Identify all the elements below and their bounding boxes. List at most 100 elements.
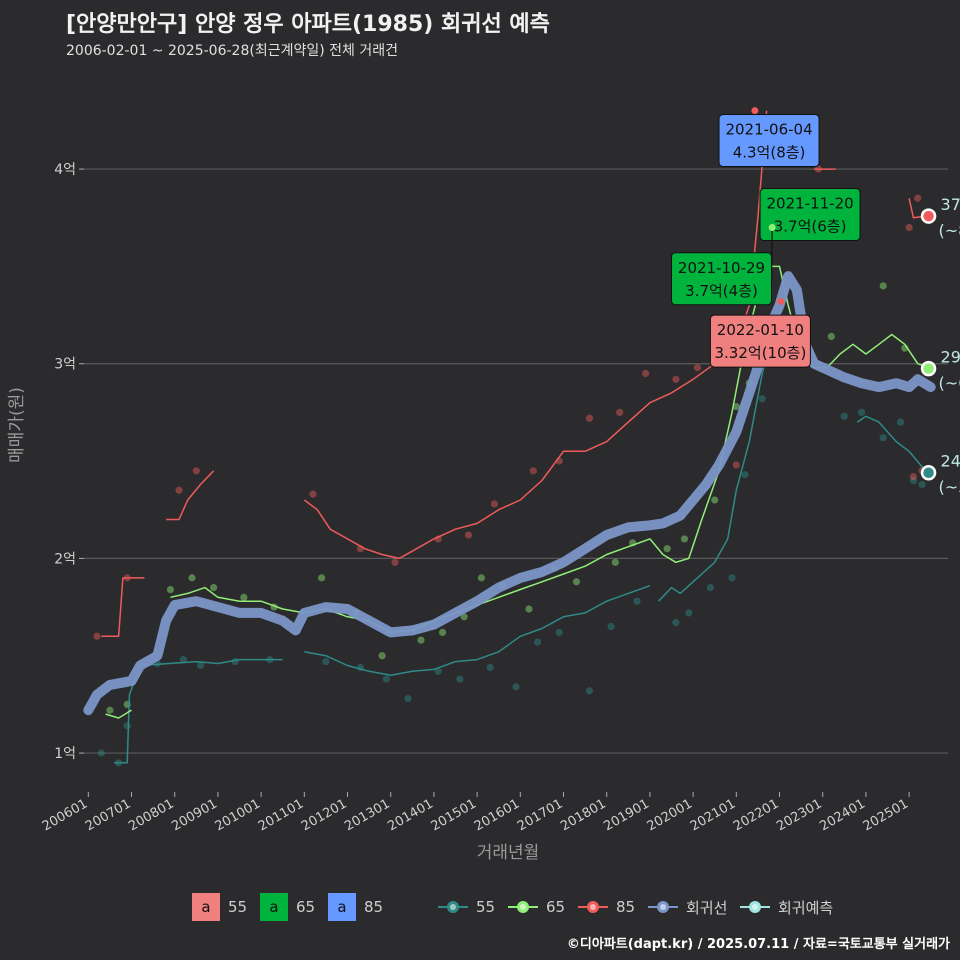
forecast-value-label: 37,585: [941, 195, 960, 214]
scatter-point-55: [879, 434, 887, 442]
scatter-point-65: [240, 593, 248, 601]
annotations: 2021-06-04 4.3억(8층) 2021-11-20 3.7억(6층) 2021…: [671, 107, 861, 368]
annotation-point: [777, 297, 785, 305]
series-line-85: [303, 110, 768, 560]
scatter-point-65: [477, 574, 486, 582]
scatter-point-85: [909, 473, 918, 481]
scatter-point-55: [858, 408, 866, 416]
legend-line-55: 55: [438, 892, 495, 922]
legend-line-회귀예측: 회귀예측: [740, 892, 833, 922]
scatter-point-85: [732, 461, 740, 469]
scatter-point-65: [827, 332, 835, 341]
annotation-price: 3.7억(6층): [774, 218, 847, 236]
legend-label-85: a 85: [328, 892, 383, 922]
forecast-point-85: [920, 208, 937, 224]
scatter-point-55: [534, 638, 542, 646]
scatter-point-65: [611, 558, 619, 566]
scatter-point-85: [391, 558, 399, 566]
legend-text: 65: [546, 898, 566, 916]
scatter-point-55: [123, 722, 131, 730]
annotation-date: 2022-01-10: [717, 321, 804, 339]
x-axis-label: 거래년월: [477, 843, 540, 863]
scatter-point-55: [672, 619, 680, 627]
legend-text: 65: [296, 898, 316, 916]
x-tick-label: 200601: [40, 796, 90, 834]
legend-swatch: a: [260, 893, 288, 921]
scatter-point-65: [188, 574, 196, 582]
forecast-size-label: (~55㎡): [939, 478, 960, 497]
y-tick-label: 1억: [54, 746, 76, 762]
scatter-point-65: [417, 636, 425, 644]
forecast-point-65: [920, 360, 937, 377]
x-tick-label: 201301: [342, 796, 392, 834]
scatter-point-55: [918, 480, 926, 489]
scatter-point-85: [490, 500, 498, 508]
forecast-value-label: 29,750: [941, 348, 960, 367]
legend-line-85: 85: [578, 892, 635, 922]
scatter-point-55: [585, 687, 594, 695]
x-tick-label: 202201: [731, 796, 781, 834]
x-tick-label: 201501: [429, 796, 479, 834]
legend-swatch: a: [328, 893, 356, 921]
scatter-point-55: [434, 667, 442, 675]
x-tick-label: 202301: [774, 796, 824, 834]
x-tick-label: 200901: [169, 796, 219, 834]
x-tick-label: 202401: [817, 796, 867, 834]
series-line-85: [101, 577, 145, 638]
scatter-point-65: [318, 574, 326, 582]
legend: a 55 a 65 a 85 55 65 85 회귀선 회귀예측: [0, 892, 960, 922]
scatter-point-65: [572, 578, 581, 586]
scatter-point-65: [210, 584, 218, 592]
legend-text: 회귀예측: [778, 898, 834, 917]
dot-line-icon: [648, 897, 678, 917]
scatter-point-65: [680, 535, 689, 543]
scatter-point-65: [663, 545, 671, 553]
chart-subtitle: 2006-02-01 ~ 2025-06-28(최근계약일) 전체 거래건: [66, 43, 398, 59]
scatter-point-65: [711, 496, 719, 504]
annotation-date: 2021-10-29: [678, 259, 765, 277]
legend-label-65: a 65: [260, 892, 315, 922]
x-tick-label: 201901: [601, 796, 651, 834]
dot-line-icon: [578, 897, 608, 917]
dot-line-icon: [438, 897, 468, 917]
grid-lines: [84, 168, 948, 754]
scatter-point-65: [166, 585, 174, 594]
annotation-point: [768, 223, 776, 231]
scatter-point-85: [914, 194, 922, 202]
legend-text: 85: [616, 898, 636, 916]
legend-text: 55: [476, 898, 496, 916]
x-tick-label: 201201: [299, 796, 349, 834]
forecast-size-label: (~65㎡): [939, 374, 960, 393]
series-line-55: [304, 584, 651, 676]
x-tick-label: 200701: [83, 796, 133, 834]
scatter-point-55: [758, 395, 766, 403]
price-chart: 1억2억3억4억20060120070120080120090120100120…: [7, 107, 960, 863]
annotation-point: [751, 107, 759, 115]
forecast-point-55: [920, 464, 937, 481]
scatter-point-85: [93, 632, 101, 640]
scatter-point-55: [456, 675, 464, 683]
scatter-point-55: [97, 749, 105, 757]
scatter-point-65: [879, 282, 887, 290]
scatter-point-55: [197, 661, 205, 670]
scatter-point-85: [616, 408, 624, 416]
scatter-point-55: [840, 412, 848, 420]
legend-text: 55: [228, 898, 248, 916]
annotation-box: [709, 314, 811, 368]
legend-line-회귀선: 회귀선: [648, 892, 727, 922]
footer-credit: ©디아파트(dapt.kr) / 2025.07.11 / 자료=국토교통부 실…: [566, 937, 950, 952]
series-line-55: [856, 415, 930, 474]
annotation-price: 4.3억(8층): [733, 144, 806, 162]
scatter-point-85: [192, 467, 200, 475]
scatter-point-55: [633, 597, 641, 605]
x-tick-label: 201801: [558, 796, 608, 834]
x-tick-label: 202501: [861, 796, 911, 834]
series-line-65: [105, 709, 132, 719]
y-tick-label: 4억: [54, 162, 76, 178]
annotation-box: [759, 188, 861, 242]
annotation-date: 2021-06-04: [725, 121, 812, 139]
y-tick-label: 3억: [54, 357, 76, 373]
scatter-point-85: [642, 369, 650, 378]
scatter-point-55: [909, 476, 918, 485]
scatter-point-65: [460, 613, 468, 621]
